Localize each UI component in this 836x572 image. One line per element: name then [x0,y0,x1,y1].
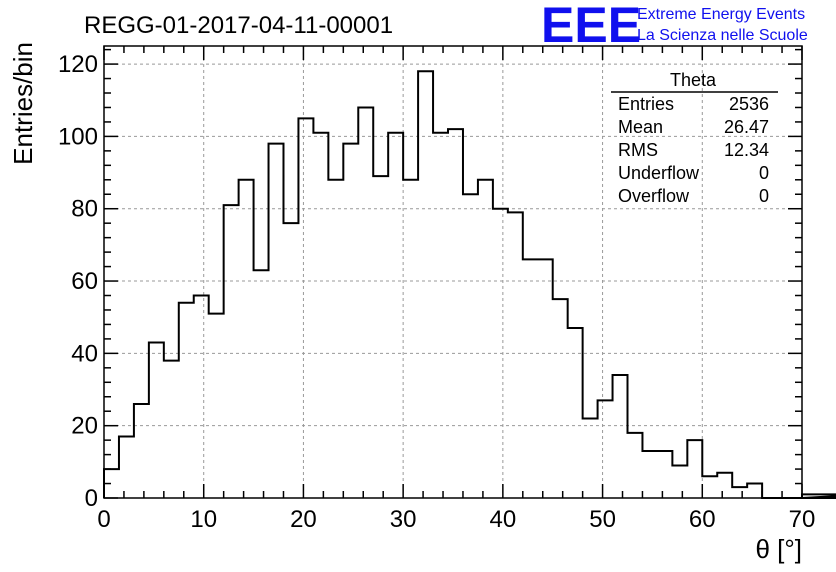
x-tick-label: 30 [390,506,417,533]
histogram-line [103,70,836,499]
chart-title: REGG-01-2017-04-11-00001 [84,12,393,39]
tick-labels: 0 10 20 30 40 50 60 70 0 20 40 60 80 100 120 [58,51,815,533]
stats-value-mean: 26.47 [724,117,769,137]
y-tick-label: 20 [71,413,98,440]
x-tick-label: 0 [97,506,110,533]
y-tick-label: 40 [71,340,98,367]
stats-label-overflow: Overflow [618,186,690,206]
stats-box: Theta Entries 2536 Mean 26.47 RMS 12.34 … [611,70,778,206]
stats-value-underflow: 0 [759,163,769,183]
grid [104,46,802,498]
y-tick-label: 120 [58,51,98,78]
stats-value-overflow: 0 [759,186,769,206]
x-tick-label: 70 [789,506,816,533]
plot-frame [103,45,803,499]
histogram-series [103,70,836,499]
y-tick-label: 0 [85,485,98,512]
stats-label-mean: Mean [618,117,663,137]
stats-label-underflow: Underflow [618,163,700,183]
x-tick-label: 20 [290,506,317,533]
x-axis-label: θ [°] [755,534,802,564]
logo-line-2: La Scienza nelle Scuole [637,27,808,44]
y-tick-label: 60 [71,268,98,295]
axis-ticks [103,46,803,499]
x-tick-label: 10 [190,506,217,533]
y-axis-label: Entries/bin [8,42,38,165]
y-tick-label: 80 [71,196,98,223]
stats-label-entries: Entries [618,94,674,114]
plot-frame-rect [103,45,803,499]
x-tick-label: 40 [490,506,517,533]
logo: EEE Extreme Energy Events La Scienza nel… [541,0,808,53]
y-tick-label: 100 [58,123,98,150]
x-tick-label: 60 [689,506,716,533]
stats-label-rms: RMS [618,140,658,160]
stats-value-rms: 12.34 [724,140,769,160]
stats-box-title: Theta [670,70,717,90]
logo-letters: EEE [541,0,641,53]
stats-value-entries: 2536 [729,94,769,114]
x-tick-label: 50 [589,506,616,533]
logo-line-1: Extreme Energy Events [637,6,805,23]
